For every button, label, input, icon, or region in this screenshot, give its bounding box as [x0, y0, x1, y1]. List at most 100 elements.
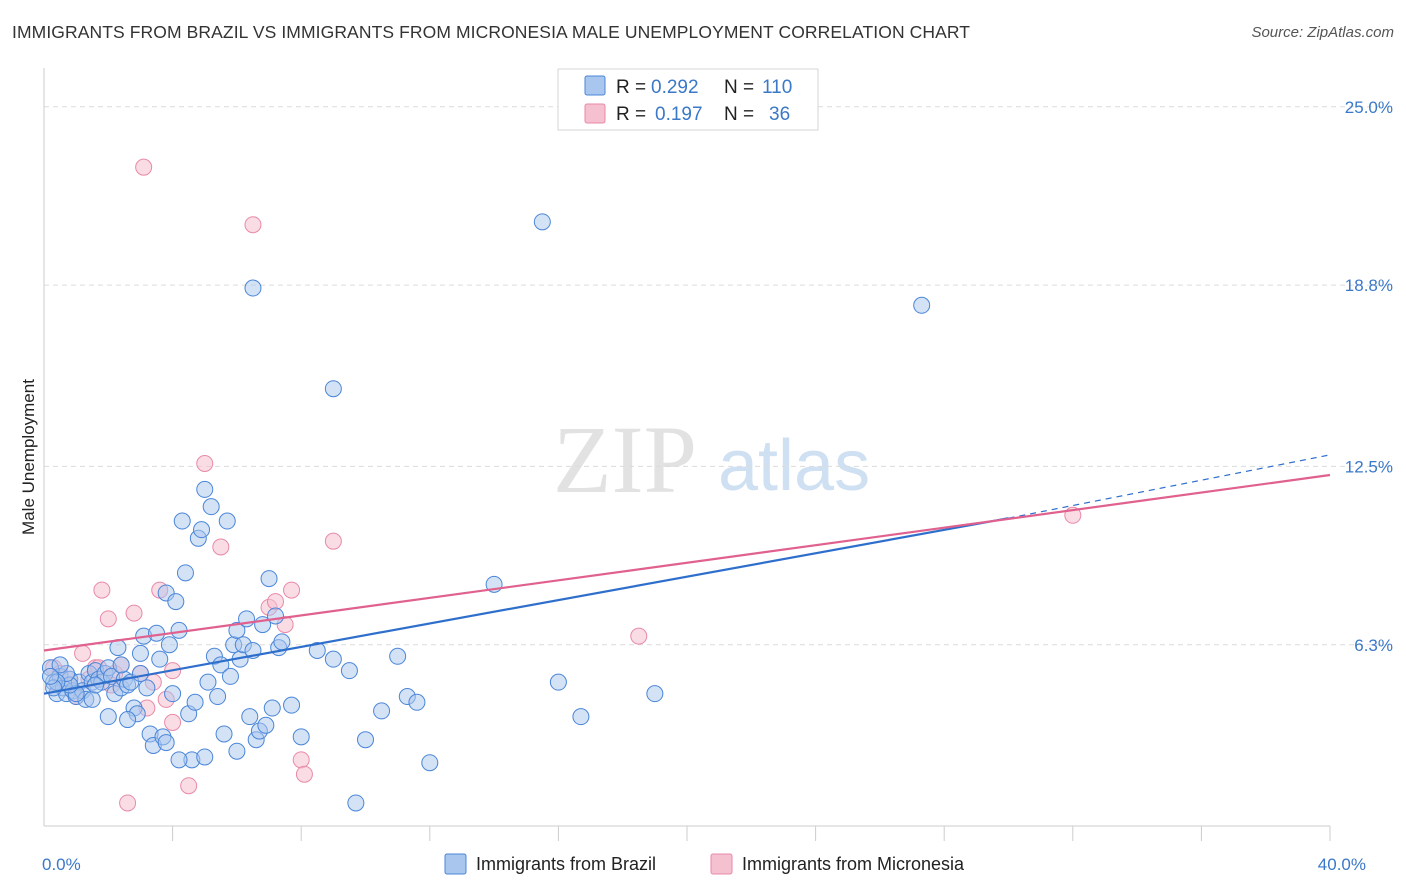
brazil-point	[260, 570, 278, 588]
micronesia-point	[295, 765, 313, 783]
micronesia-point	[93, 581, 111, 599]
brazil-point	[324, 650, 342, 668]
legend-r-value-brazil: 0.292	[651, 77, 699, 98]
brazil-point	[292, 728, 310, 746]
brazil-point	[572, 708, 590, 726]
y-tick-labels: 6.3% 12.5% 18.8% 25.0%	[1345, 98, 1393, 655]
legend-swatch-brazil	[584, 75, 606, 96]
brazil-point	[221, 667, 239, 685]
gridlines	[44, 106, 1394, 646]
brazil-point	[51, 656, 69, 674]
micronesia-point	[244, 216, 262, 234]
micronesia-point	[180, 777, 198, 795]
brazil-point	[99, 708, 117, 726]
brazil-point	[176, 564, 194, 582]
brazil-point	[193, 521, 211, 539]
brazil-point	[131, 644, 149, 662]
chart-title: IMMIGRANTS FROM BRAZIL VS IMMIGRANTS FRO…	[12, 22, 971, 42]
legend-n-label-micronesia: N =	[724, 104, 754, 125]
micronesia-point	[74, 644, 92, 662]
micronesia-point	[164, 713, 182, 731]
legend-box: R = 0.292 N = 110 R = 0.197 N = 36	[557, 68, 819, 131]
brazil-point	[533, 213, 551, 231]
y-axis-label: Male Unemployment	[19, 379, 38, 535]
brazil-point	[389, 647, 407, 665]
brazil-point	[170, 751, 188, 769]
brazil-point	[119, 711, 137, 729]
brazil-point	[263, 699, 281, 717]
y-tick-label: 18.8%	[1345, 276, 1393, 295]
micronesia-trendline	[43, 473, 1331, 652]
brazil-point	[646, 685, 664, 703]
brazil-point	[421, 754, 439, 772]
brazil-point	[549, 673, 567, 691]
x-tick-label: 40.0%	[1318, 855, 1366, 874]
legend-r-label-micronesia: R =	[616, 104, 646, 125]
trendlines	[43, 454, 1331, 695]
brazil-point	[112, 656, 130, 674]
brazil-trendline	[43, 517, 1009, 695]
brazil-point	[244, 279, 262, 297]
brazil-point	[83, 690, 101, 708]
brazil-point	[164, 685, 182, 703]
brazil-point	[273, 633, 291, 651]
brazil-point	[199, 673, 217, 691]
source-label: Source: ZipAtlas.com	[1251, 24, 1394, 41]
x-tick-labels: 0.0% 40.0%	[42, 855, 1366, 874]
brazil-points	[41, 213, 931, 812]
micronesia-point	[212, 538, 230, 556]
legend-r-value-micronesia: 0.197	[655, 104, 703, 125]
axes	[43, 68, 1331, 841]
brazil-point	[283, 696, 301, 714]
brazil-point	[215, 725, 233, 743]
brazil-point	[913, 296, 931, 314]
brazil-point	[266, 607, 284, 625]
legend-r-label-brazil: R =	[616, 77, 646, 98]
micronesia-point	[630, 627, 648, 645]
brazil-trendline-extension	[1008, 454, 1331, 519]
brazil-point	[151, 650, 169, 668]
bottom-legend-label-micronesia: Immigrants from Micronesia	[742, 854, 965, 874]
x-tick-label: 0.0%	[42, 855, 81, 874]
brazil-point	[148, 624, 166, 642]
legend-n-label-brazil: N =	[724, 77, 754, 98]
brazil-point	[202, 498, 220, 516]
brazil-point	[408, 693, 426, 711]
brazil-point	[340, 662, 358, 680]
y-tick-label: 25.0%	[1345, 98, 1393, 117]
micronesia-point	[119, 794, 137, 812]
brazil-point	[41, 667, 59, 685]
micronesia-point	[125, 604, 143, 622]
brazil-point	[173, 512, 191, 530]
brazil-point	[160, 636, 178, 654]
micronesia-point	[292, 751, 310, 769]
micronesia-point	[266, 593, 284, 611]
brazil-point	[373, 702, 391, 720]
brazil-point	[257, 716, 275, 734]
bottom-legend-label-brazil: Immigrants from Brazil	[476, 854, 656, 874]
micronesia-point	[196, 455, 214, 473]
brazil-point	[196, 748, 214, 766]
brazil-point	[167, 593, 185, 611]
bottom-legend-swatch-micronesia	[710, 853, 733, 875]
legend-swatch-micronesia	[584, 103, 606, 124]
legend-n-value-micronesia: 36	[769, 104, 790, 125]
brazil-point	[196, 480, 214, 498]
brazil-point	[324, 380, 342, 398]
micronesia-point	[135, 158, 153, 176]
brazil-point	[131, 665, 149, 683]
brazil-point	[228, 742, 246, 760]
brazil-point	[241, 708, 259, 726]
brazil-point	[209, 688, 227, 706]
brazil-point	[357, 731, 374, 749]
micronesia-point	[324, 532, 342, 550]
brazil-point	[138, 679, 156, 697]
bottom-legend-swatch-brazil	[444, 853, 467, 875]
brazil-point	[308, 642, 326, 660]
legend-n-value-brazil: 110	[762, 77, 792, 98]
bottom-legend: Immigrants from Brazil Immigrants from M…	[444, 853, 965, 875]
brazil-point	[157, 734, 175, 752]
y-tick-label: 6.3%	[1354, 636, 1393, 655]
brazil-point	[347, 794, 365, 812]
